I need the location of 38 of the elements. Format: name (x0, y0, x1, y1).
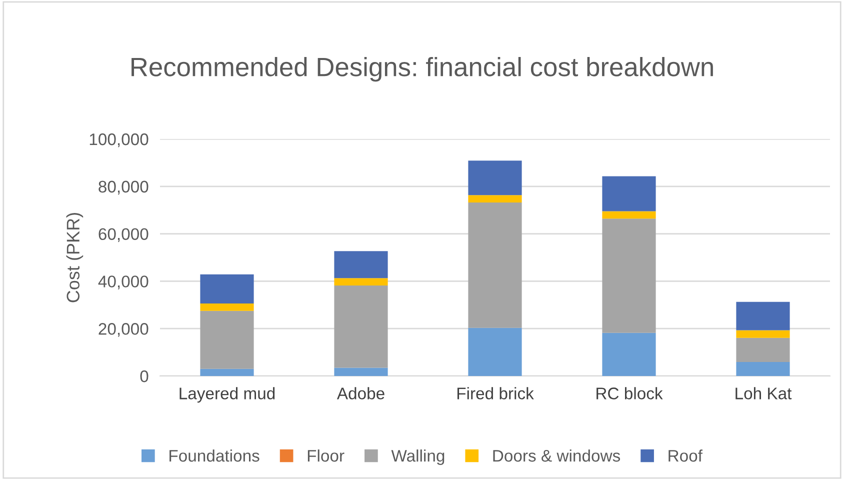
legend-label: Doors & windows (493, 449, 620, 462)
x-tick-label: Fired brick (457, 387, 534, 400)
y-tick-label: 0 (140, 370, 148, 382)
bar (736, 338, 790, 362)
legend-label: Roof (668, 449, 703, 462)
bar (468, 195, 522, 203)
bar (602, 176, 656, 212)
bar (200, 303, 254, 311)
y-tick-label: 60,000 (98, 228, 148, 242)
y-tick-label: 100,000 (90, 133, 148, 148)
bar (602, 218, 656, 333)
legend-label: Walling (391, 449, 444, 465)
x-tick-label: Adobe (336, 387, 384, 400)
y-tick-label: 20,000 (98, 323, 148, 337)
bar (334, 368, 388, 376)
bar (736, 330, 790, 338)
y-tick-label: 40,000 (98, 276, 148, 290)
x-tick-label: Layered mud (180, 387, 275, 403)
bar (468, 202, 522, 328)
x-tick-label: Loh Kat (736, 387, 792, 400)
bar (602, 332, 656, 376)
x-tick-label: RC block (596, 387, 663, 400)
bar (334, 251, 388, 278)
bar (200, 368, 254, 376)
bar (602, 211, 656, 219)
y-axis-title: Cost (PKR) (66, 212, 84, 302)
y-tick-label: 80,000 (98, 180, 148, 195)
bar (468, 328, 522, 376)
bar (736, 302, 790, 330)
legend-label: Floor (308, 449, 344, 462)
bar (334, 285, 388, 368)
chart-title: Recommended Designs: financial cost breakdown (132, 57, 713, 82)
bar (200, 274, 254, 304)
bar (736, 362, 790, 376)
bar (200, 310, 254, 369)
legend-label: Foundations (170, 449, 260, 462)
bar (334, 278, 388, 286)
bar (468, 160, 522, 196)
